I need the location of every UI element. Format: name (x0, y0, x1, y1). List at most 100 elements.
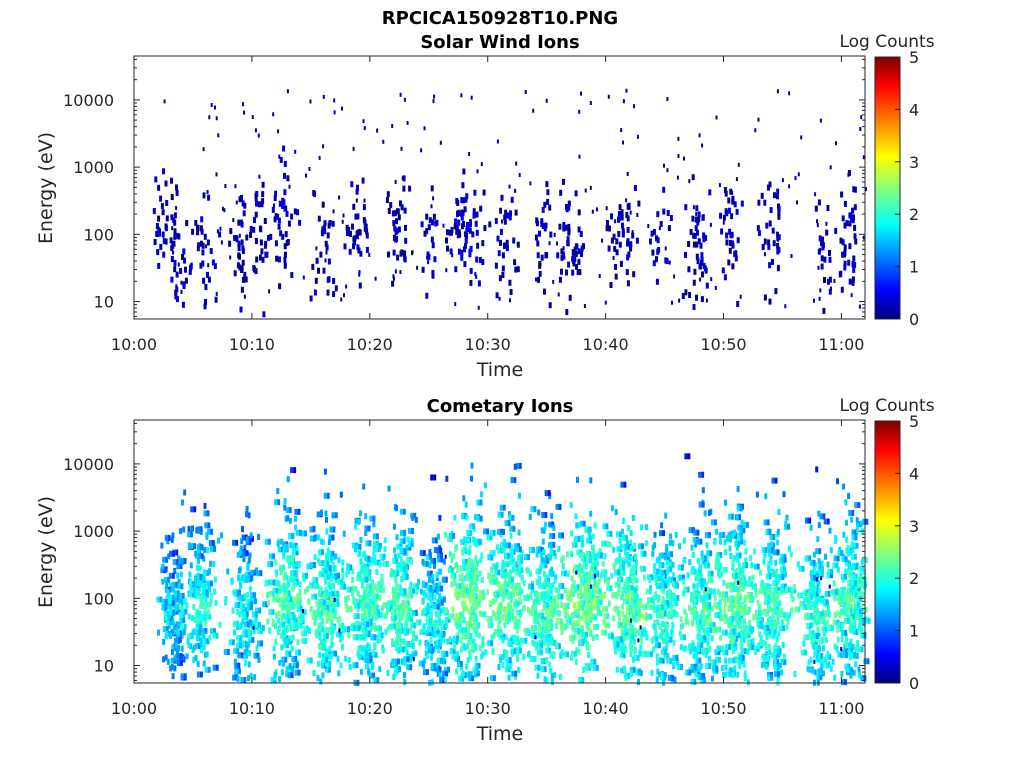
spectrogram-cell (428, 562, 432, 569)
spectrogram-cell (658, 604, 662, 611)
spectrogram-cell (358, 270, 361, 274)
spectrogram-cell (476, 560, 480, 567)
spectrogram-cell (540, 527, 544, 534)
spectrogram-cell (475, 598, 479, 605)
spectrogram-cell (435, 582, 439, 589)
spectrogram-cell (234, 590, 238, 597)
spectrogram-cell (393, 225, 397, 232)
spectrogram-cell (469, 633, 473, 639)
spectrogram-cell (464, 627, 468, 634)
spectrogram-cell (666, 97, 669, 101)
spectrogram-cell (286, 580, 290, 586)
spectrogram-cell (171, 619, 175, 626)
spectrogram-cell (172, 250, 175, 255)
spectrogram-cell (606, 613, 610, 620)
spectrogram-cell (351, 576, 355, 583)
spectrogram-cell (318, 626, 321, 633)
spectrogram-cell (435, 619, 438, 626)
spectrogram-cell (277, 223, 281, 230)
spectrogram-cell (528, 570, 532, 577)
spectrogram-cell (394, 666, 398, 673)
spectrogram-cell (578, 154, 581, 159)
spectrogram-cell (768, 181, 772, 188)
spectrogram-cell (617, 211, 621, 218)
spectrogram-cell (481, 636, 485, 643)
spectrogram-cell (437, 599, 441, 606)
spectrogram-cell (691, 527, 695, 534)
spectrogram-cell (294, 508, 298, 515)
spectrogram-cell (588, 602, 592, 609)
spectrogram-cell (305, 173, 307, 178)
spectrogram-cell (503, 576, 507, 582)
spectrogram-cell (535, 277, 537, 282)
spectrogram-cell (422, 550, 426, 557)
spectrogram-cell (740, 200, 744, 207)
spectrogram-cell (609, 585, 613, 592)
spectrogram-cell (433, 474, 437, 481)
spectrogram-cell (735, 208, 739, 215)
spectrogram-cell (710, 570, 714, 577)
spectrogram-cell (461, 558, 465, 565)
spectrogram-cell (362, 602, 366, 609)
spectrogram-cell (169, 633, 172, 640)
spectrogram-cell (470, 579, 474, 586)
spectrogram-cell (386, 607, 389, 614)
spectrogram-cell (181, 608, 185, 615)
spectrogram-cell (565, 623, 569, 630)
spectrogram-cell (629, 614, 633, 621)
spectrogram-cell (440, 599, 444, 606)
spectrogram-cell (365, 606, 369, 613)
spectrogram-cell (675, 600, 679, 607)
spectrogram-cell (557, 619, 561, 626)
spectrogram-cell (374, 546, 378, 553)
spectrogram-cell (162, 251, 166, 258)
spectrogram-cell (564, 612, 568, 619)
spectrogram-cell (718, 656, 721, 663)
spectrogram-cell (438, 666, 442, 673)
spectrogram-cell (558, 503, 562, 510)
spectrogram-cell (181, 499, 184, 506)
spectrogram-cell (389, 202, 393, 209)
spectrogram-cell (652, 229, 656, 236)
spectrogram-cell (612, 563, 616, 570)
spectrogram-cell (414, 609, 418, 616)
spectrogram-cell (501, 565, 505, 572)
spectrogram-cell (470, 462, 474, 469)
spectrogram-cell (162, 237, 166, 244)
spectrogram-cell (478, 257, 482, 263)
spectrogram-cell (245, 505, 249, 512)
spectrogram-cell (532, 605, 536, 611)
spectrogram-cell (690, 544, 694, 551)
spectrogram-cell (173, 212, 177, 219)
spectrogram-cell (444, 622, 448, 629)
spectrogram-cell (673, 274, 676, 279)
spectrogram-cell (701, 649, 705, 656)
spectrogram-cell (710, 577, 714, 584)
spectrogram-cell (665, 548, 669, 555)
spectrogram-cell (351, 223, 354, 230)
spectrogram-cell (277, 217, 281, 224)
spectrogram-cell (518, 609, 522, 616)
spectrogram-cell (574, 251, 578, 257)
spectrogram-cell (682, 578, 686, 585)
spectrogram-cell (487, 553, 491, 560)
spectrogram-cell (403, 548, 407, 555)
spectrogram-cell (469, 279, 473, 286)
spectrogram-cell (506, 212, 510, 219)
spectrogram-cell (369, 672, 373, 679)
spectrogram-cell (443, 658, 447, 665)
spectrogram-cell (369, 597, 373, 604)
spectrogram-cell (174, 289, 178, 296)
spectrogram-cell (698, 133, 701, 138)
spectrogram-cell (464, 542, 468, 549)
spectrogram-cell (504, 520, 508, 527)
spectrogram-cell (399, 538, 403, 545)
spectrogram-cell (358, 229, 362, 236)
spectrogram-cell (259, 570, 263, 577)
spectrogram-cell (325, 528, 329, 535)
spectrogram-cell (628, 643, 632, 650)
spectrogram-cell (204, 596, 208, 603)
spectrogram-cell (354, 625, 358, 632)
spectrogram-cell (555, 503, 559, 510)
spectrogram-cell (462, 592, 466, 599)
